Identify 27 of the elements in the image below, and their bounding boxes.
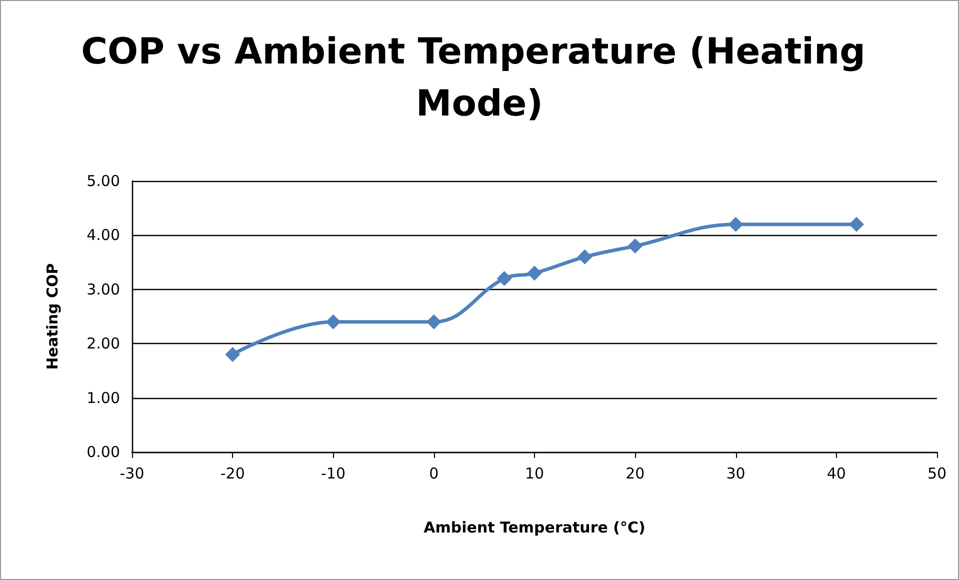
- point: [728, 216, 744, 232]
- y-axis-title: Heating COP: [44, 263, 62, 370]
- y-tick-label: 2.00: [86, 334, 120, 353]
- x-tick-label: -20: [220, 464, 245, 482]
- x-tick-label: 30: [726, 464, 746, 482]
- y-tick-label: 0.00: [86, 443, 120, 461]
- point: [577, 249, 592, 264]
- x-tick-label: -30: [120, 464, 144, 482]
- chart-title: COP vs Ambient Temperature (Heating Mode): [81, 32, 878, 124]
- point: [849, 216, 864, 232]
- y-tick-label: 5.00: [86, 172, 120, 190]
- y-tick-label: 4.00: [86, 226, 120, 244]
- x-tick-label: -10: [321, 464, 346, 482]
- x-tick-label: 10: [524, 464, 544, 482]
- point: [527, 266, 542, 281]
- y-tick-label: 1.00: [86, 388, 120, 407]
- x-axis-title: Ambient Temperature (°C): [424, 518, 646, 536]
- y-tick-label: 3.00: [86, 280, 120, 298]
- point: [225, 346, 240, 362]
- point: [326, 314, 341, 330]
- point: [496, 271, 512, 286]
- point: [426, 314, 442, 330]
- x-tick-label: 0: [429, 464, 439, 482]
- point: [628, 238, 643, 254]
- x-tick-label: 40: [826, 464, 846, 482]
- x-tick-label: 20: [626, 464, 645, 482]
- x-tick-label: 50: [927, 464, 947, 482]
